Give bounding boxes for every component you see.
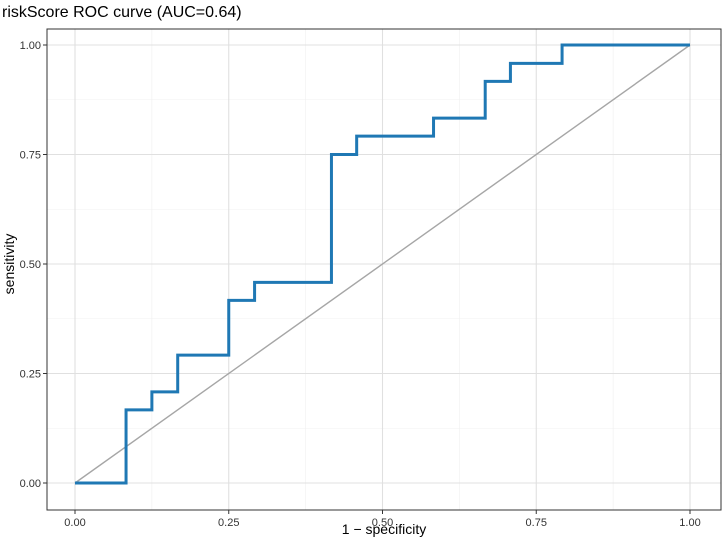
reference-diagonal — [74, 44, 691, 484]
grid — [47, 29, 721, 510]
y-tick-label: 0.00 — [20, 478, 41, 490]
y-axis-ticks: 0.00 0.25 0.50 0.75 1.00 — [20, 40, 47, 490]
reference-line — [74, 44, 691, 484]
chart-title: riskScore ROC curve (AUC=0.64) — [2, 4, 242, 21]
x-tick-label: 0.75 — [526, 517, 547, 529]
y-tick-label: 0.50 — [20, 259, 41, 271]
y-tick-label: 0.25 — [20, 369, 41, 381]
x-tick-label: 0.50 — [372, 517, 393, 529]
roc-curve-line — [75, 43, 690, 485]
panel-border — [46, 28, 722, 511]
x-tick-label: 1.00 — [679, 517, 700, 529]
y-axis-label: sensitivity — [1, 234, 17, 295]
roc-series — [75, 43, 690, 485]
x-tick-label: 0.00 — [64, 517, 85, 529]
x-axis-ticks: 0.00 0.25 0.50 0.75 1.00 — [64, 510, 701, 529]
x-axis-label: 1 − specificity — [342, 521, 426, 537]
x-tick-label: 0.25 — [218, 517, 239, 529]
y-tick-label: 0.75 — [20, 150, 41, 162]
y-tick-label: 1.00 — [20, 40, 41, 52]
